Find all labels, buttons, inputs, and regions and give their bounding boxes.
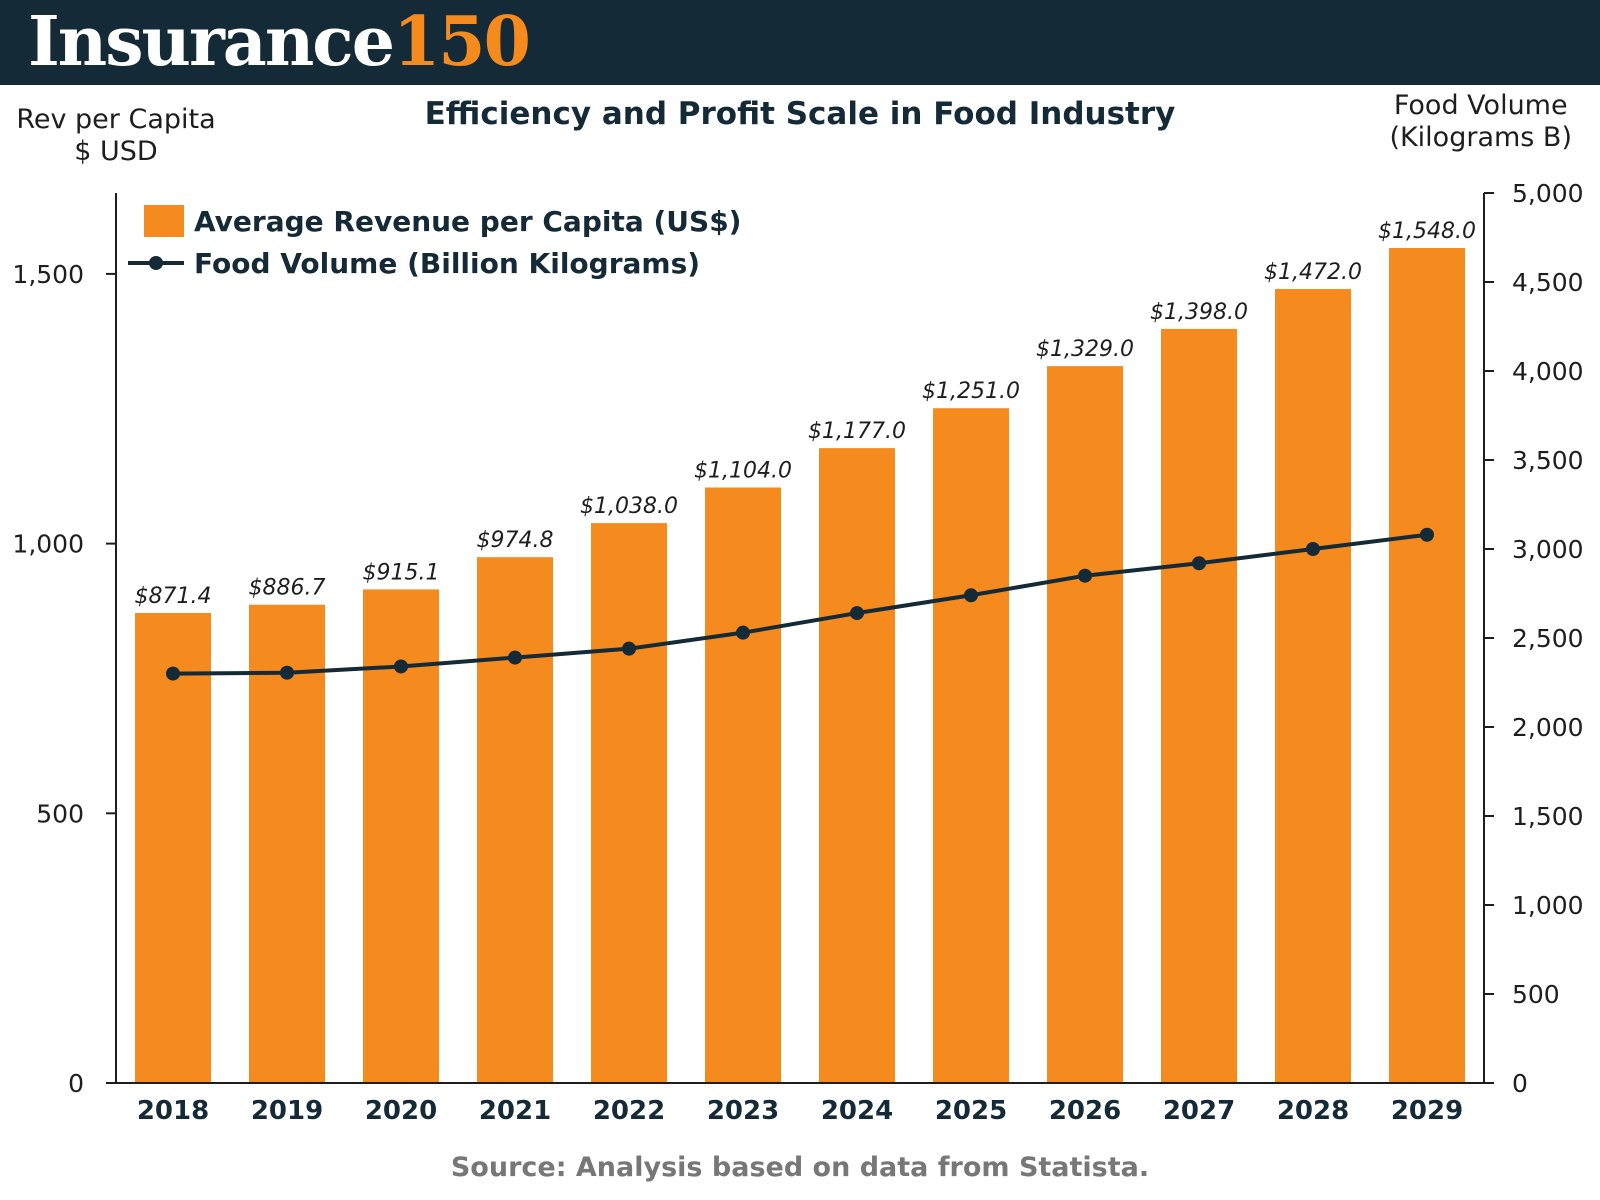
food-volume-point-2026 xyxy=(1078,568,1092,583)
food-volume-point-2023 xyxy=(736,625,750,640)
x-axis-tick-label: 2024 xyxy=(821,1096,893,1126)
food-volume-point-2029 xyxy=(1420,527,1434,542)
left-axis-tick-label: 1,500 xyxy=(12,260,84,289)
bar-2027 xyxy=(1161,328,1237,1084)
legend-bar-swatch xyxy=(144,205,184,237)
right-axis-tick-label: 1,000 xyxy=(1512,891,1584,920)
right-axis-tick-label: 0 xyxy=(1512,1069,1528,1098)
legend-line-swatch xyxy=(128,247,184,279)
x-axis-tick-label: 2025 xyxy=(935,1096,1007,1126)
left-axis-tick-label: 0 xyxy=(68,1069,84,1098)
legend-label-volume: Food Volume (Billion Kilograms) xyxy=(194,246,701,280)
food-volume-point-2027 xyxy=(1192,556,1206,571)
food-volume-point-2024 xyxy=(850,606,864,621)
right-axis-tick-label: 3,000 xyxy=(1512,535,1584,564)
food-volume-point-2019 xyxy=(280,665,294,680)
legend-item-volume: Food Volume (Billion Kilograms) xyxy=(128,242,741,284)
x-axis-tick-label: 2029 xyxy=(1391,1096,1463,1126)
bar-2021 xyxy=(477,557,553,1083)
brand-logo: Insurance150 xyxy=(28,2,531,82)
bar-value-label: $1,398.0 xyxy=(1150,300,1248,325)
legend-item-revenue: Average Revenue per Capita (US$) xyxy=(128,200,741,242)
food-volume-point-2028 xyxy=(1306,542,1320,556)
bar-2026 xyxy=(1047,366,1123,1083)
bar-value-label: $915.1 xyxy=(363,560,440,585)
bar-2028 xyxy=(1275,289,1351,1084)
bar-value-label: $1,104.0 xyxy=(694,459,792,484)
right-axis-title-line-1: Food Volume xyxy=(1393,90,1568,121)
bar-value-label: $1,472.0 xyxy=(1264,260,1362,285)
left-axis-tick-label: 1,000 xyxy=(12,530,84,559)
source-note: Source: Analysis based on data from Stat… xyxy=(450,1152,1150,1183)
food-volume-line xyxy=(172,532,1428,676)
left-axis-title-line-1: Rev per Capita xyxy=(16,104,216,135)
bar-value-label: $1,038.0 xyxy=(580,494,678,519)
right-axis-title-line-2: (Kilograms B) xyxy=(1389,122,1572,153)
bar-value-label: $871.4 xyxy=(135,584,212,609)
left-axis-title: Rev per Capita $ USD xyxy=(0,104,232,168)
bar-value-label: $886.7 xyxy=(249,576,326,601)
bar-2025 xyxy=(933,408,1009,1084)
bar-2022 xyxy=(591,523,667,1083)
left-axis-tick-label: 500 xyxy=(36,799,84,828)
bar-value-label: $1,177.0 xyxy=(808,419,906,444)
brand-number: 150 xyxy=(392,2,531,82)
right-axis-tick-label: 2,000 xyxy=(1512,713,1584,742)
bar-2024 xyxy=(819,448,895,1084)
x-axis-tick-label: 2020 xyxy=(365,1096,437,1126)
header-bar: Insurance150 xyxy=(0,0,1600,85)
food-volume-point-2021 xyxy=(508,650,522,665)
food-volume-point-2020 xyxy=(394,659,408,674)
food-volume-point-2025 xyxy=(964,588,978,603)
brand-word: Insurance xyxy=(28,2,395,82)
left-axis-title-line-2: $ USD xyxy=(74,136,158,167)
bar-value-label: $974.8 xyxy=(477,528,554,553)
x-axis-tick-label: 2022 xyxy=(593,1096,665,1126)
chart-title: Efficiency and Profit Scale in Food Indu… xyxy=(424,96,1176,132)
x-axis-tick-label: 2023 xyxy=(707,1096,779,1126)
x-axis-tick-label: 2019 xyxy=(251,1096,323,1126)
x-axis-tick-label: 2021 xyxy=(479,1096,551,1126)
legend: Average Revenue per Capita (US$) Food Vo… xyxy=(128,200,741,284)
right-axis-tick-label: 2,500 xyxy=(1512,624,1584,653)
x-axis-tick-label: 2026 xyxy=(1049,1096,1121,1126)
x-axis-tick-label: 2018 xyxy=(137,1096,209,1126)
bar-value-label: $1,329.0 xyxy=(1036,337,1134,362)
bar-2019 xyxy=(249,604,325,1083)
right-axis-tick-label: 4,000 xyxy=(1512,357,1584,386)
right-axis-tick-label: 5,000 xyxy=(1512,179,1584,208)
bar-value-label: $1,251.0 xyxy=(922,379,1020,404)
bar-value-label: $1,548.0 xyxy=(1378,219,1476,244)
x-axis-tick-label: 2027 xyxy=(1163,1096,1235,1126)
x-axis-tick-label: 2028 xyxy=(1277,1096,1349,1126)
right-axis-tick-label: 500 xyxy=(1512,980,1560,1009)
right-axis-tick-label: 1,500 xyxy=(1512,802,1584,831)
bar-2029 xyxy=(1389,248,1465,1083)
right-axis-tick-label: 3,500 xyxy=(1512,446,1584,475)
right-axis-tick-label: 4,500 xyxy=(1512,268,1584,297)
food-volume-point-2022 xyxy=(622,641,636,656)
legend-label-revenue: Average Revenue per Capita (US$) xyxy=(194,204,742,238)
bar-2018 xyxy=(135,612,211,1083)
food-volume-point-2018 xyxy=(166,666,180,681)
right-axis-title: Food Volume (Kilograms B) xyxy=(1389,90,1572,154)
bar-2023 xyxy=(705,487,781,1083)
